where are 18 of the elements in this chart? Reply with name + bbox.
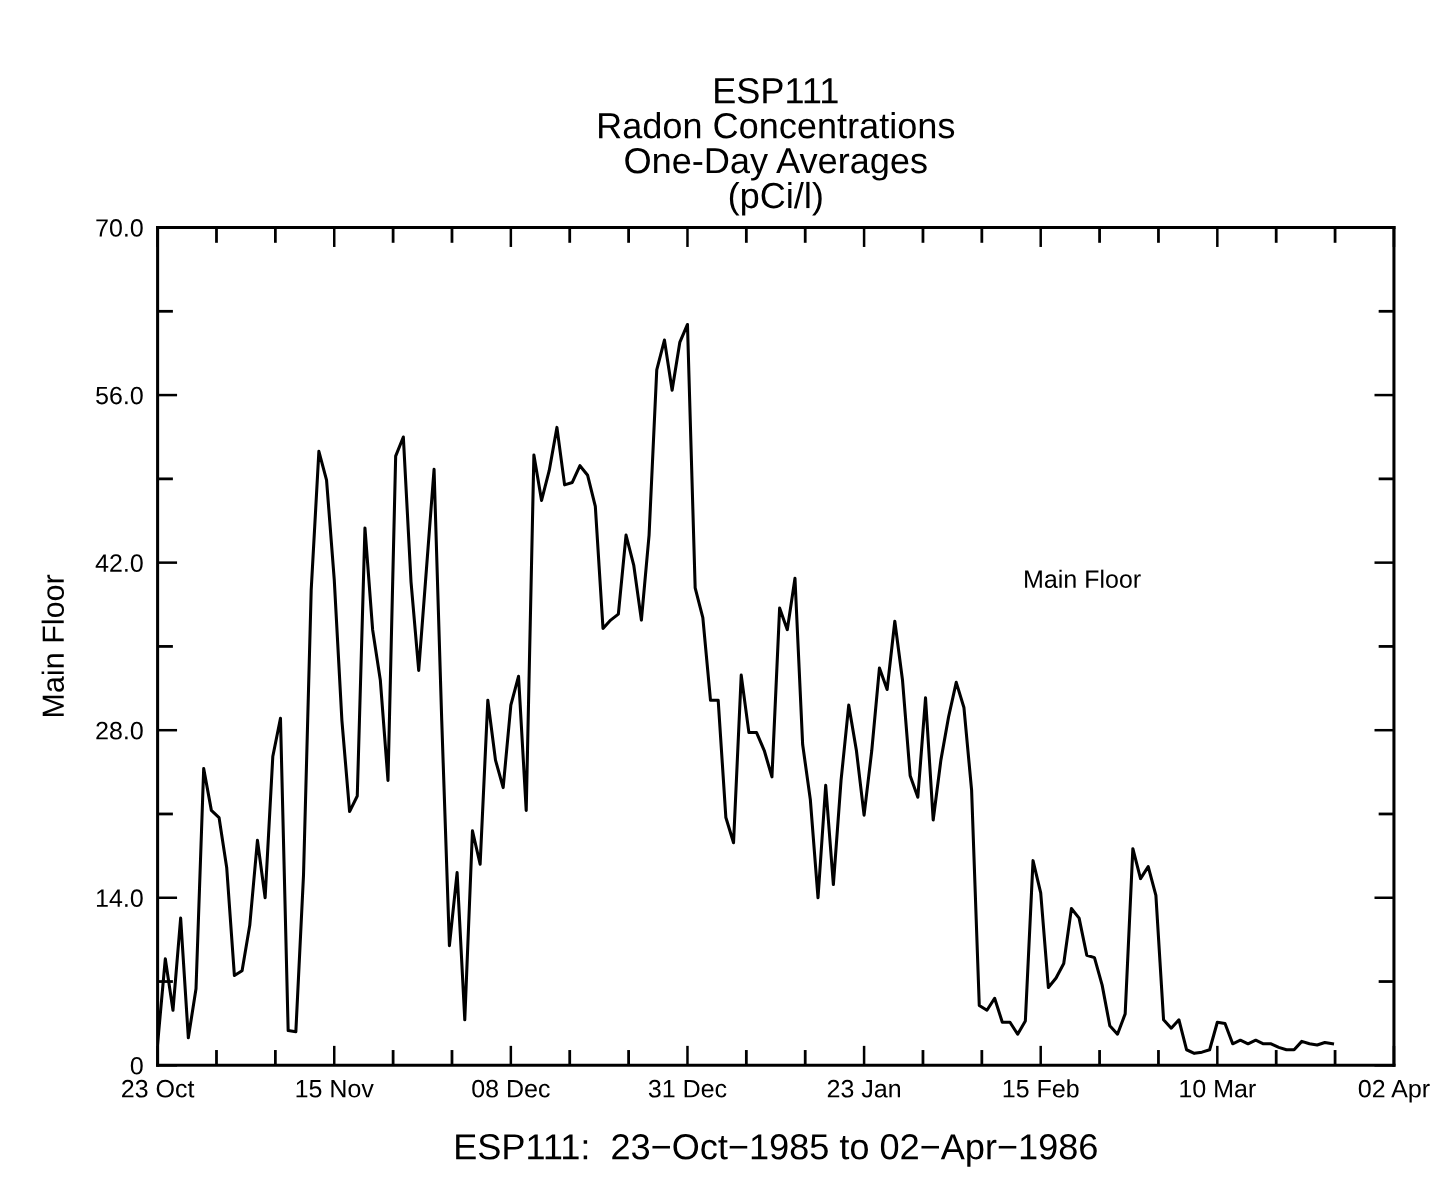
y-tick-label: 28.0 xyxy=(96,721,143,740)
x-tick-label: 10 Mar xyxy=(1180,1079,1256,1098)
y-axis-title: Main Floor xyxy=(41,574,65,717)
text: Main Floor xyxy=(1025,569,1141,589)
x-tick-label: 08 Dec xyxy=(472,1079,550,1098)
x-tick-label: 31 Dec xyxy=(648,1079,727,1098)
x-tick-label: 15 Feb xyxy=(1003,1079,1079,1098)
y-tick-label: 56.0 xyxy=(96,386,143,405)
y-tick-label: 14.0 xyxy=(96,889,143,908)
x-tick-label: 23 Oct xyxy=(122,1079,195,1098)
x-tick-label: 02 Apr xyxy=(1358,1079,1430,1103)
y-tick-label: 0 xyxy=(130,1056,143,1075)
x-tick-label: 23 Jan xyxy=(827,1079,900,1098)
y-tick-label: 70.0 xyxy=(96,219,143,237)
x-axis-title: ESP111: 23−Oct−1985 to 02−Apr−1986 xyxy=(456,1134,1097,1167)
y-tick-label: 42.0 xyxy=(95,554,143,572)
chart-title: ESP111 Radon Concentrations One-Day Averages (pCi/l) xyxy=(599,77,955,216)
x-tick-label: 15 Nov xyxy=(296,1080,374,1098)
